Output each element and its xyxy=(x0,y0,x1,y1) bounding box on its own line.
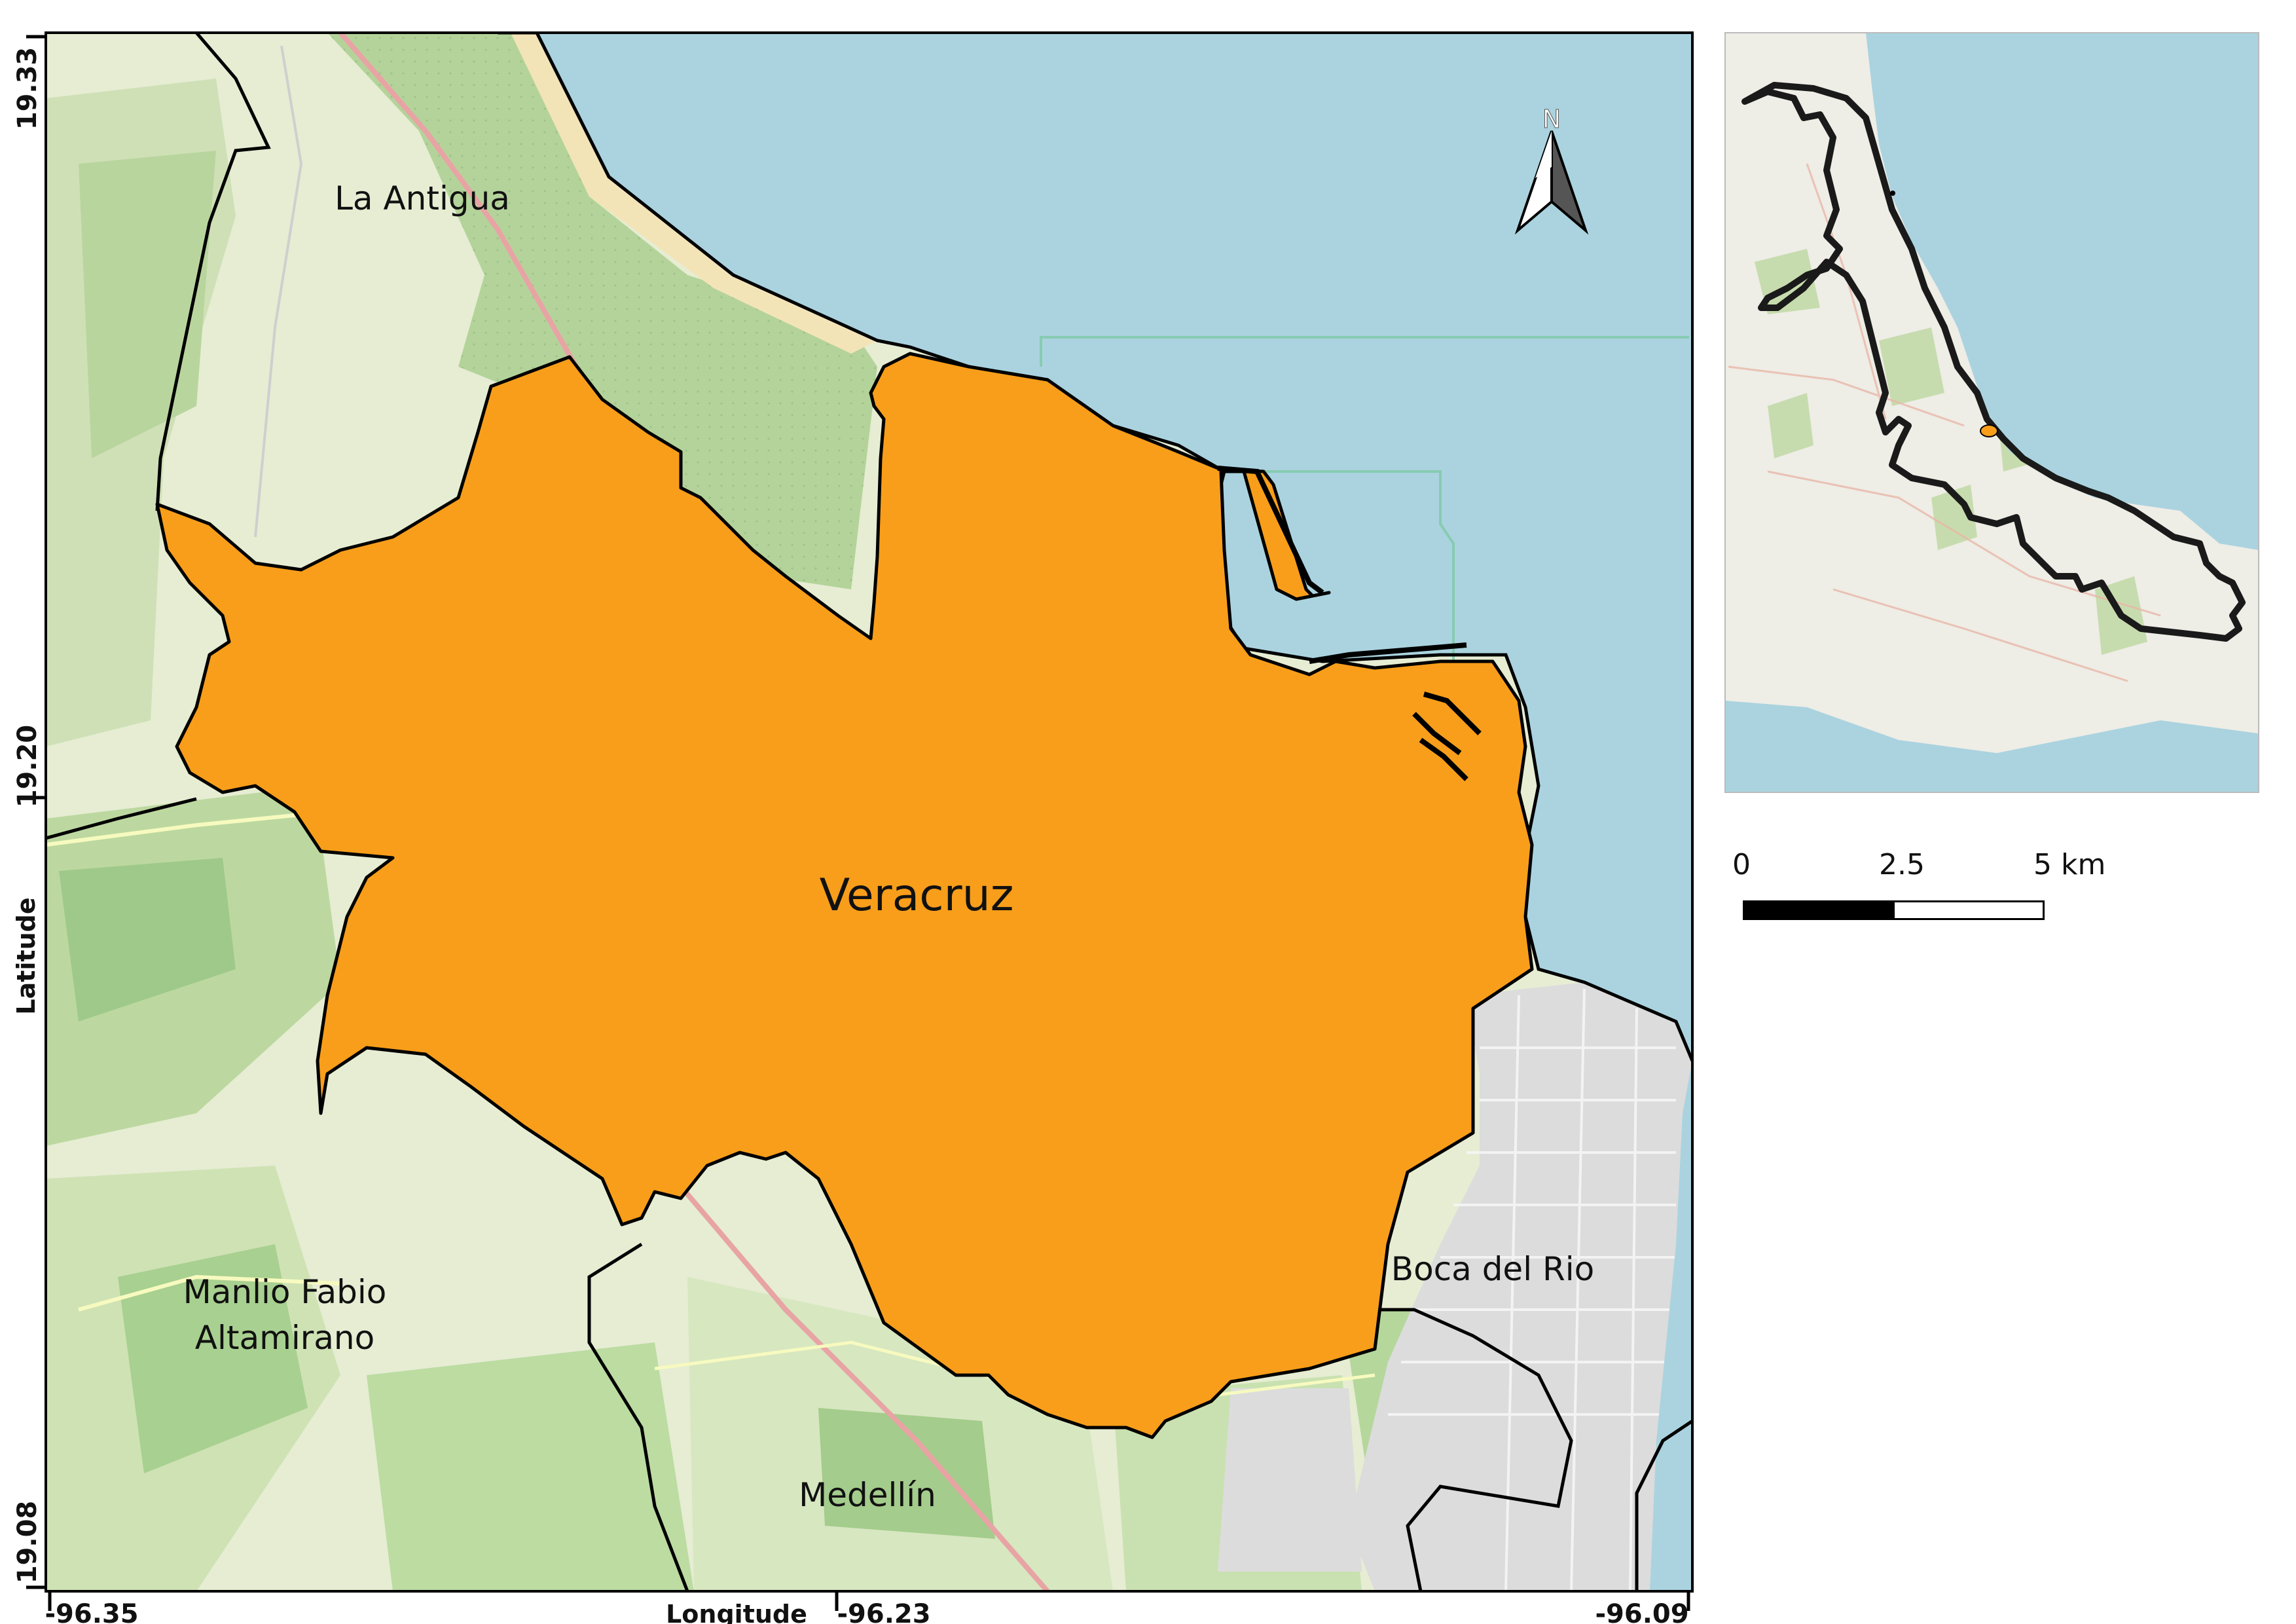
x-tick-1: -96.23 xyxy=(837,1599,930,1624)
gulf-of-mexico xyxy=(498,33,1692,1061)
x-axis-ticks: -96.35 -96.23 -96.09 Longitude xyxy=(45,1599,1688,1624)
x-tick-2: -96.09 xyxy=(1595,1599,1688,1624)
inset-island-dot xyxy=(1890,191,1895,196)
veracruz-municipality[interactable] xyxy=(155,352,1534,1439)
north-arrow-icon: N xyxy=(1514,105,1589,235)
inset-pacific xyxy=(1725,701,2259,792)
municipal-boundaries xyxy=(46,33,1692,1591)
x-tick-0: -96.35 xyxy=(45,1599,138,1624)
label-boca-del-rio: Boca del Rio xyxy=(1391,1250,1594,1288)
scale-bar: 0 2.5 5 km xyxy=(1728,848,2105,940)
x-axis-label: Longitude xyxy=(666,1600,807,1624)
north-arrow-letter: N xyxy=(1542,105,1561,134)
scale-label-end: 5 km xyxy=(2033,848,2106,881)
label-manlio-line1: Manlio Fabio xyxy=(183,1273,387,1311)
inset-gulf xyxy=(1866,33,2259,550)
scale-label-0: 0 xyxy=(1732,848,1751,881)
scale-segment-empty xyxy=(1893,900,2045,920)
inset-border xyxy=(1724,32,2259,793)
label-veracruz: Veracruz xyxy=(820,870,1014,921)
inset-map xyxy=(1725,33,2259,792)
maritime-lines xyxy=(1040,336,1689,674)
y-tick-0: 19.33 xyxy=(12,47,43,130)
label-manlio-line2: Altamirano xyxy=(195,1319,374,1357)
urban-area xyxy=(1349,982,1692,1591)
y-axis-label: Latitude xyxy=(12,897,41,1014)
scale-segment-filled xyxy=(1743,900,1895,920)
scale-label-mid: 2.5 xyxy=(1879,848,1925,881)
beach xyxy=(511,33,877,354)
main-map-border xyxy=(45,31,1694,1593)
roads xyxy=(46,33,1376,1591)
y-axis-ticks: 19.33 19.20 19.08 Latitude xyxy=(12,47,43,1584)
axis-ticks xyxy=(26,35,1690,1611)
y-tick-1: 19.20 xyxy=(12,725,43,808)
y-tick-2: 19.08 xyxy=(12,1501,43,1584)
inset-state-outline xyxy=(1741,82,2246,642)
main-map-frame: La Antigua Veracruz Manlio Fabio Altamir… xyxy=(46,33,1692,1591)
label-medellin: Medellín xyxy=(799,1476,936,1514)
urban-streets xyxy=(1388,988,1676,1591)
port-breakwaters xyxy=(1217,466,1482,781)
label-la-antigua: La Antigua xyxy=(335,179,510,217)
inset-location-marker xyxy=(1980,424,1998,437)
